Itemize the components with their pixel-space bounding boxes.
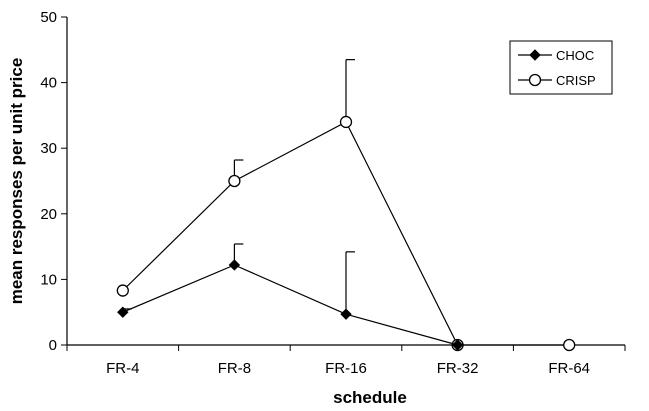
legend-marker-crisp — [528, 73, 542, 87]
crisp-point — [228, 174, 241, 188]
legend-item-choc: CHOC — [518, 48, 594, 63]
crisp-point — [339, 115, 353, 129]
y-tick-label: 40 — [40, 75, 57, 92]
x-axis-title: schedule — [333, 388, 407, 407]
series-choc — [117, 243, 464, 351]
y-axis: 0 10 20 30 40 50 — [40, 9, 68, 354]
legend-item-crisp: CRISP — [518, 73, 596, 88]
y-tick-label: 20 — [40, 206, 57, 223]
choc-line — [122, 264, 458, 346]
legend-label-choc: CHOC — [556, 48, 594, 63]
legend-marker-choc — [529, 49, 541, 61]
x-tick-label: FR-32 — [437, 360, 479, 377]
y-tick-label: 10 — [40, 271, 57, 288]
y-axis-title: mean responses per unit price — [7, 58, 26, 305]
x-tick-label: FR-4 — [106, 360, 139, 377]
choc-point — [340, 308, 352, 320]
legend-box — [509, 40, 613, 95]
crisp-point — [116, 284, 129, 297]
choc-point — [117, 306, 129, 318]
legend-label-crisp: CRISP — [556, 73, 596, 88]
x-tick-label: FR-64 — [548, 360, 590, 377]
choc-point — [228, 259, 241, 271]
choc-point — [451, 339, 464, 351]
legend: CHOC CRISP — [509, 40, 613, 95]
y-tick-label: 30 — [40, 140, 57, 157]
x-tick-label: FR-8 — [218, 360, 251, 377]
series-layer — [116, 59, 576, 352]
y-tick-label: 50 — [40, 9, 57, 26]
y-tick-label: 0 — [49, 337, 57, 354]
x-tick-label: FR-16 — [325, 360, 367, 377]
crisp-point — [563, 338, 576, 352]
x-axis: FR-4 FR-8 FR-16 FR-32 FR-64 — [66, 344, 626, 377]
